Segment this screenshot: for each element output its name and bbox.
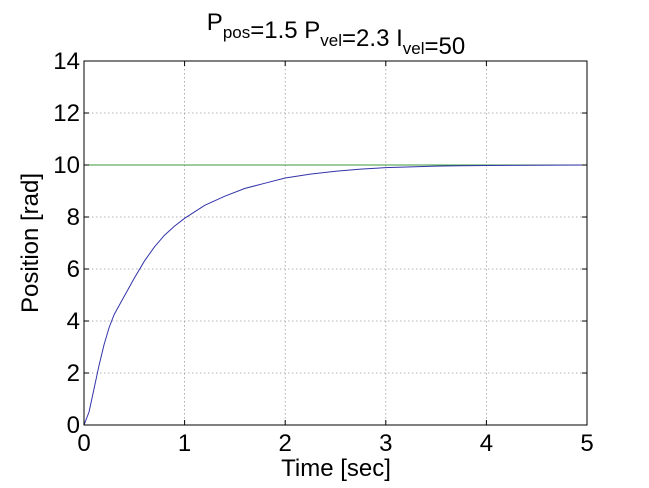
series-lines <box>83 164 588 426</box>
title-subscript-1: vel <box>320 31 342 50</box>
y-tick-label: 14 <box>53 48 80 75</box>
title-part-2: =2.3 I <box>342 25 403 52</box>
y-tick-label: 12 <box>53 100 80 127</box>
grid-lines <box>84 61 587 425</box>
title-part-0: P <box>207 9 223 36</box>
y-tick-label: 4 <box>67 308 80 335</box>
x-tick-label: 1 <box>178 430 191 457</box>
axis-ticks <box>83 60 588 426</box>
title-part-3: =50 <box>424 33 465 60</box>
title-subscript-0: pos <box>223 23 250 42</box>
x-tick-label: 5 <box>580 430 593 457</box>
title-part-1: =1.5 P <box>250 17 320 44</box>
plot-border <box>83 60 588 426</box>
x-tick-label: 4 <box>480 430 493 457</box>
y-tick-label: 0 <box>67 412 80 439</box>
y-axis-title: Position [rad] <box>17 173 44 313</box>
y-tick-label: 10 <box>53 152 80 179</box>
y-tick-label: 6 <box>67 256 80 283</box>
x-tick-label: 0 <box>77 430 90 457</box>
chart-title: Ppos=1.5 Pvel=2.3 Ivel=50 <box>207 9 465 60</box>
x-tick-label: 3 <box>379 430 392 457</box>
title-subscript-2: vel <box>403 39 425 58</box>
series-line-position-response <box>83 164 588 426</box>
x-tick-label: 2 <box>279 430 292 457</box>
x-axis-title: Time [sec] <box>281 455 391 482</box>
y-tick-label: 8 <box>67 204 80 231</box>
x-tick-labels: 0 1 2 3 4 5 <box>77 430 593 457</box>
y-tick-label: 2 <box>67 360 80 387</box>
plot-area <box>83 60 588 426</box>
y-tick-labels: 0 2 4 6 8 10 12 14 <box>53 48 80 439</box>
